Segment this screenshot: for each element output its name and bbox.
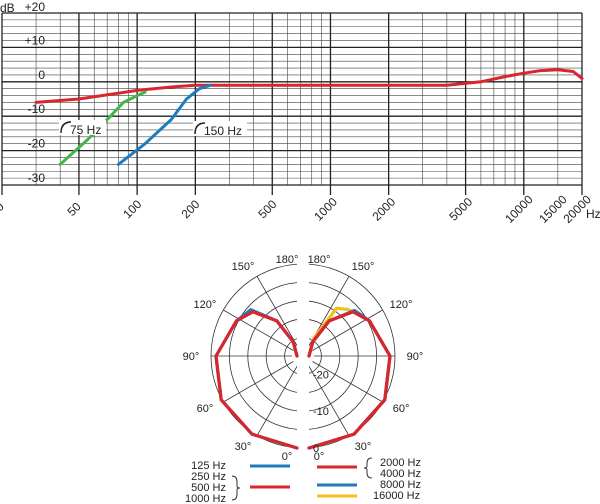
frequency-curves [34,68,584,166]
polar-curve [307,310,392,450]
angle-label-left: 30° [235,441,252,453]
polar-spoke [302,355,383,403]
legend-label: 8000 Hz [380,479,421,491]
y-tick-label: +20 [25,0,46,14]
x-tick-label: 10000 [502,192,536,226]
rolloff-symbol [60,121,72,134]
legend-label: 500 Hz [191,482,226,494]
rolloff-symbol [194,122,206,135]
angle-label-right: 30° [355,441,372,453]
series-line [116,83,213,166]
x-tick-label: 20 [0,199,7,219]
annotation-bg [193,121,247,136]
y-tick-label: 0 [38,68,45,82]
legend-label: 125 Hz [191,460,226,472]
legend-brace [363,457,373,479]
series-line [34,68,584,104]
legend-label: 2000 Hz [380,457,421,469]
legend-label: 1000 Hz [185,493,226,504]
polar-spoke [302,276,350,357]
angle-label-right: 120° [390,299,413,311]
annotation-bg [59,120,106,135]
angle-label-right: 150° [352,261,375,273]
radial-label: -20 [313,369,329,381]
legend-label: 4000 Hz [380,468,421,480]
polar-spoke [223,309,304,357]
x-tick-label: 1000 [311,195,340,224]
polar-spoke [223,355,304,403]
y-tick-label: -20 [28,137,46,151]
polar-spoke [302,309,383,357]
y-tick-label: -30 [28,171,46,185]
angle-label-right: 60° [393,403,410,415]
radial-label: -10 [313,406,329,418]
x-tick-label: 2000 [369,195,398,224]
rolloff-annotation: 75 Hz [59,120,106,137]
legend-label: 250 Hz [191,471,226,483]
x-tick-label: 200 [178,197,202,221]
frequency-grid [1,12,583,195]
polar-spoke [302,355,350,436]
legend-brace [231,475,241,501]
polar-center-mask [292,345,314,367]
polar-spoke [256,355,304,436]
angle-label-left: 90° [183,351,200,363]
rolloff-annotation: 150 Hz [193,121,247,138]
polar-spoke [256,276,304,357]
angle-label-left: 0° [282,451,293,463]
y-tick-label: -10 [28,102,46,116]
angle-label-left: 60° [197,403,214,415]
y-axis-label: dB [0,1,15,15]
x-tick-label: 50 [64,199,84,219]
annotation-label: 150 Hz [204,124,242,138]
angle-label-left: 120° [194,299,217,311]
angle-label-right: 180° [308,254,331,266]
angle-label-left: 150° [232,261,255,273]
x-tick-label: 500 [255,197,279,221]
angle-label-right: 0° [314,451,325,463]
series-line [58,90,147,166]
polar-pattern: 180° 180° 150° 150° 120° 120° 90° 90° 60° 60° 30° 3… [183,250,424,464]
x-tick-label: 100 [120,197,144,221]
polar-curve [214,310,299,450]
annotation-label: 75 Hz [70,123,101,137]
x-axis-label: Hz [586,207,600,221]
angle-label-right: 90° [407,351,424,363]
radial-label: 0 [313,443,319,455]
angle-label-left: 180° [276,254,299,266]
legend-label: 16000 Hz [373,490,420,502]
x-tick-label: 5000 [446,195,475,224]
y-tick-label: +10 [25,33,46,47]
